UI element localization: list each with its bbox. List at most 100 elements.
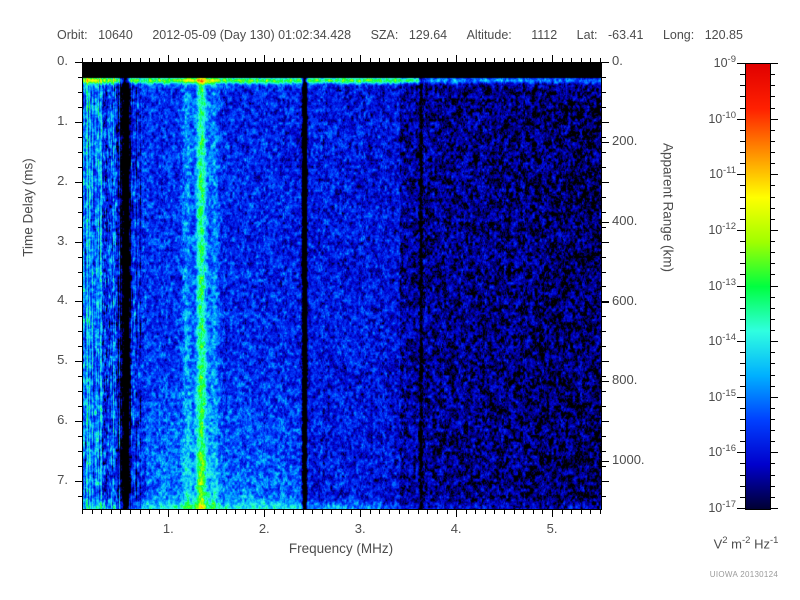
colorbar-tick-right: [770, 308, 775, 309]
header-orbit-label: Orbit:: [57, 28, 88, 42]
y-left-tick: [78, 197, 83, 198]
y-left-tick-label: 6.: [57, 412, 68, 428]
colorbar-tick-left: [740, 96, 745, 97]
y-left-tick: [78, 152, 83, 153]
header-sza-value: 129.64: [408, 28, 448, 42]
y-right-tick-minor: [601, 242, 609, 243]
header-lat-label: Lat:: [576, 28, 598, 42]
x-bottom-tick: [494, 509, 495, 514]
x-bottom-tick: [447, 509, 448, 514]
x-bottom-tick: [427, 509, 428, 514]
x-tick-label: 1.: [162, 521, 174, 536]
colorbar-tick-left: [740, 375, 745, 376]
colorbar-tick-left: [740, 108, 745, 109]
y-left-tick: [78, 257, 83, 258]
y-right-tick-minor: [601, 316, 606, 317]
x-top-tick: [581, 58, 582, 63]
y-right-tick: [601, 381, 609, 382]
x-top-tick: [92, 58, 93, 63]
y-axis-right-label: Apparent Range (km): [660, 142, 676, 273]
x-bottom-tick: [504, 509, 505, 514]
colorbar-tick-right: [770, 252, 775, 253]
x-bottom-tick: [351, 509, 352, 514]
y-left-tick: [78, 77, 83, 78]
x-bottom-tick: [418, 509, 419, 514]
colorbar-tick-right: [770, 319, 775, 320]
x-top-tick: [399, 58, 400, 63]
x-top-tick: [418, 58, 419, 63]
x-top-tick: [216, 58, 217, 63]
colorbar-tick-right: [770, 430, 775, 431]
radargram-plot-area: [82, 62, 602, 510]
header-sza-label: SZA:: [370, 28, 399, 42]
colorbar-tick-left: [737, 508, 745, 509]
y-right-tick-minor: [601, 286, 606, 287]
colorbar-gradient: [746, 64, 770, 509]
y-right-tick-minor: [601, 122, 609, 123]
y-right-tick-minor: [601, 152, 606, 153]
spectrogram-heatmap: [83, 63, 601, 509]
y-left-tick-label: 0.: [57, 53, 68, 68]
colorbar-tick-label: 10-15: [708, 387, 736, 404]
y-right-tick-minor: [601, 331, 606, 332]
x-bottom-tick: [437, 509, 438, 514]
y-left-tick-label: 4.: [57, 292, 68, 308]
colorbar-tick-left: [740, 463, 745, 464]
x-bottom-tick: [360, 509, 361, 517]
x-bottom-tick: [130, 509, 131, 514]
colorbar-tick-right: [770, 263, 775, 264]
colorbar-tick-left: [740, 297, 745, 298]
y-left-tick: [75, 301, 83, 302]
y-left-tick: [78, 227, 83, 228]
colorbar-tick-right: [770, 152, 775, 153]
y-left-tick: [78, 331, 83, 332]
colorbar-tick-right: [770, 85, 775, 86]
colorbar-tick-right: [770, 174, 778, 175]
x-top-tick: [331, 58, 332, 63]
x-bottom-tick: [111, 509, 112, 514]
colorbar-tick-left: [740, 363, 745, 364]
x-top-tick: [447, 58, 448, 63]
y-left-tick: [78, 406, 83, 407]
x-top-tick: [293, 58, 294, 63]
y-left-tick: [75, 62, 83, 63]
x-top-tick: [552, 55, 553, 63]
y-right-tick-minor: [601, 376, 606, 377]
y-right-tick-minor: [601, 301, 609, 302]
x-top-tick: [370, 58, 371, 63]
x-top-tick: [562, 58, 563, 63]
y-right-tick-minor: [601, 137, 606, 138]
x-bottom-tick: [399, 509, 400, 514]
header-altitude-label: Altitude:: [466, 28, 512, 42]
x-top-tick: [111, 58, 112, 63]
x-bottom-tick: [235, 509, 236, 514]
y-right-tick-minor: [601, 272, 606, 273]
y-left-tick: [78, 346, 83, 347]
colorbar-tick-right: [770, 297, 775, 298]
y-left-tick: [78, 436, 83, 437]
colorbar-tick-label: 10-14: [708, 332, 736, 349]
x-top-tick: [120, 58, 121, 63]
colorbar-tick-left: [740, 475, 745, 476]
colorbar-tick-label: 10-16: [708, 443, 736, 460]
y-left-tick: [78, 272, 83, 273]
x-top-tick: [101, 58, 102, 63]
footer-credit: UIOWA 20130124: [709, 570, 779, 579]
y-left-tick-label: 5.: [57, 352, 68, 368]
x-bottom-tick: [331, 509, 332, 514]
colorbar-tick-right: [770, 108, 775, 109]
y-right-tick: [601, 62, 609, 63]
colorbar-tick-right: [770, 274, 775, 275]
colorbar-units-label: V2 m-2 Hz-1: [713, 535, 779, 552]
x-top-tick: [379, 58, 380, 63]
y-right-tick-minor: [601, 77, 606, 78]
x-bottom-tick: [140, 509, 141, 514]
colorbar-tick-right: [770, 286, 778, 287]
x-tick-label: 4.: [450, 521, 462, 536]
colorbar-tick-right: [770, 352, 775, 353]
colorbar-tick-left: [740, 441, 745, 442]
x-top-tick: [274, 58, 275, 63]
x-bottom-tick: [188, 509, 189, 514]
x-bottom-tick: [475, 509, 476, 514]
x-bottom-tick: [456, 509, 457, 517]
